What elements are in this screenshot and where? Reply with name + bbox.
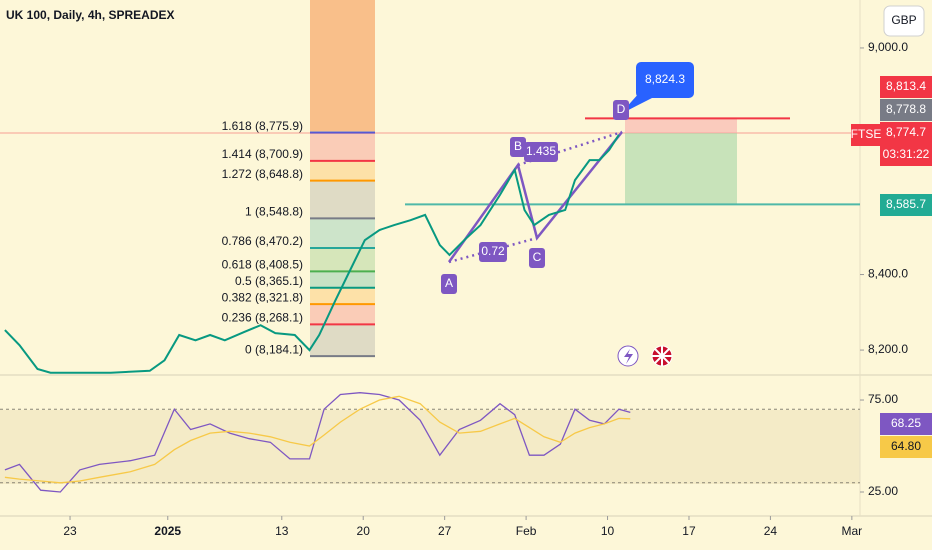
pattern-ratio-box xyxy=(524,142,558,162)
price-label-box xyxy=(880,76,932,98)
series-line xyxy=(4,392,631,493)
last-value: 68.25 xyxy=(891,416,921,430)
callout-label: 8,824.3 xyxy=(645,72,685,86)
pattern-point-box xyxy=(441,274,457,294)
fib-label: 1.272 (8,648.8) xyxy=(222,167,303,181)
flag-cross xyxy=(652,346,672,366)
fib-zone xyxy=(310,287,375,305)
x-tick-label: 10 xyxy=(601,524,615,538)
position-risk xyxy=(625,118,737,134)
y-tick-label: 75.00 xyxy=(868,392,898,406)
pattern-point-box xyxy=(529,248,545,268)
fib-label: 0.5 (8,365.1) xyxy=(235,274,303,288)
pattern-ratio: 0.72 xyxy=(481,244,505,258)
position-target xyxy=(625,133,737,205)
price-label-box xyxy=(880,194,932,216)
y-tick-label: 8,200.0 xyxy=(868,342,908,356)
series-line xyxy=(4,134,620,374)
currency[interactable]: GBP xyxy=(891,13,916,27)
fib-label: 1.618 (8,775.9) xyxy=(222,119,303,133)
last-value: 64.80 xyxy=(891,439,921,453)
x-tick-label: 17 xyxy=(682,524,696,538)
fib-label: 1 (8,548.8) xyxy=(245,205,303,219)
price-label: 8,778.8 xyxy=(886,102,926,116)
chart-title: UK 100, Daily, 4h, SPREADEX xyxy=(6,8,175,22)
fib-zone xyxy=(310,218,375,249)
fib-label: 0.618 (8,408.5) xyxy=(222,258,303,272)
currency-button[interactable] xyxy=(883,5,925,37)
fib-zone-top xyxy=(310,0,375,133)
fib-zone xyxy=(310,180,375,219)
fib-label: 0 (8,184.1) xyxy=(245,342,303,356)
price-label-box xyxy=(880,99,932,121)
countdown: 03:31:22 xyxy=(883,147,930,161)
x-tick-label: Feb xyxy=(516,524,537,538)
fib-label: 0.382 (8,321.8) xyxy=(222,290,303,304)
symbol-box xyxy=(851,124,881,146)
fib-label: 1.414 (8,700.9) xyxy=(222,147,303,161)
series-line xyxy=(4,395,631,484)
price-label: 8,585.7 xyxy=(886,197,926,211)
callout-box xyxy=(636,62,694,98)
fib-zone xyxy=(310,132,375,161)
last-value-box xyxy=(880,413,932,435)
pattern-point-box xyxy=(613,100,629,120)
x-tick-label: 13 xyxy=(275,524,289,538)
fib-zone xyxy=(310,248,375,272)
y-tick-label: 25.00 xyxy=(868,484,898,498)
price-label-box xyxy=(880,122,932,144)
countdown-box xyxy=(880,144,932,166)
fib-zone xyxy=(310,271,375,288)
pattern-point-box xyxy=(510,137,526,157)
symbol: FTSE xyxy=(851,127,882,141)
fib-label: 0.236 (8,268.1) xyxy=(222,311,303,325)
fib-label: 0.786 (8,470.2) xyxy=(222,234,303,248)
rsi-band xyxy=(0,410,860,484)
x-tick-label: Mar xyxy=(842,524,863,538)
y-tick-label: 8,400.0 xyxy=(868,267,908,281)
x-tick-label: 27 xyxy=(438,524,452,538)
lightning-icon xyxy=(624,349,633,364)
x-tick-label: 23 xyxy=(63,524,77,538)
pattern-line xyxy=(447,131,623,263)
last-value-box xyxy=(880,436,932,458)
price-label: 8,774.7 xyxy=(886,125,926,139)
fib-zone xyxy=(310,304,375,325)
pattern-point: B xyxy=(514,139,522,153)
pattern-point: D xyxy=(617,102,626,116)
fib-zone xyxy=(310,324,375,357)
x-tick-label: 20 xyxy=(357,524,371,538)
pattern-ratio-box xyxy=(479,242,507,262)
pattern-point: C xyxy=(533,250,542,264)
price-label: 8,813.4 xyxy=(886,79,926,93)
x-tick-label: 24 xyxy=(764,524,778,538)
x-tick-label: 2025 xyxy=(154,524,181,538)
y-tick-label: 9,000.0 xyxy=(868,40,908,54)
pattern-point: A xyxy=(445,276,453,290)
fib-zone xyxy=(310,160,375,181)
pattern-ratio: 1.435 xyxy=(526,144,556,158)
